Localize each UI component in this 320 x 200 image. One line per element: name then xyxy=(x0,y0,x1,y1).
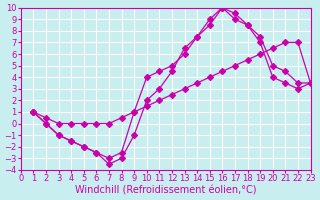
X-axis label: Windchill (Refroidissement éolien,°C): Windchill (Refroidissement éolien,°C) xyxy=(75,186,256,196)
